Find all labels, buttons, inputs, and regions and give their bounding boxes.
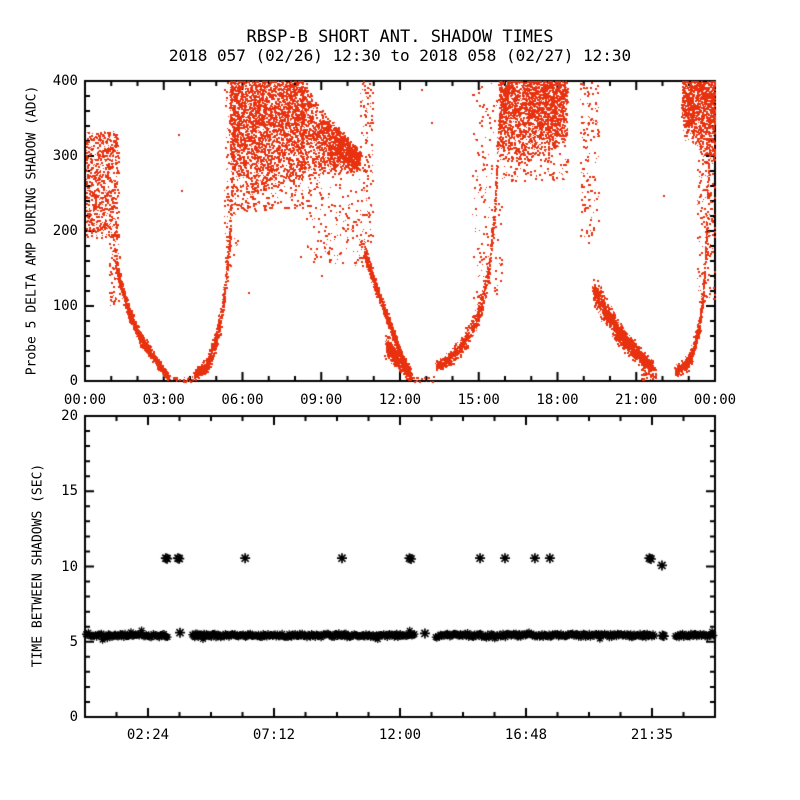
bottom-x-tick-label: 02:24 — [126, 727, 170, 743]
top-y-tick-label: 100 — [52, 298, 78, 314]
top-x-tick-label: 00:00 — [693, 392, 737, 408]
top-x-tick-label: 12:00 — [378, 392, 422, 408]
top-x-tick-label: 00:00 — [63, 392, 107, 408]
top-x-tick-label: 03:00 — [142, 392, 185, 408]
top-x-tick-label: 15:00 — [457, 392, 500, 408]
top-x-tick-label: 06:00 — [221, 392, 264, 408]
bottom-x-tick-label: 12:00 — [378, 727, 422, 743]
bottom-y-tick-label: 15 — [61, 483, 78, 500]
top-y-tick-label: 400 — [52, 73, 78, 89]
bottom-x-tick-label: 07:12 — [252, 727, 296, 743]
bottom-x-tick-label: 16:48 — [504, 727, 548, 743]
bottom-y-tick-label: 5 — [69, 633, 78, 650]
top-x-tick-label: 09:00 — [300, 392, 343, 408]
chart-subtitle: 2018 057 (02/26) 12:30 to 2018 058 (02/2… — [168, 46, 632, 65]
bottom-y-tick-label: 20 — [61, 408, 78, 424]
top-y-tick-label: 300 — [52, 148, 78, 164]
bottom-y-tick-label: 0 — [69, 709, 78, 725]
chart-title: RBSP-B SHORT ANT. SHADOW TIMES — [246, 27, 554, 47]
top-y-tick-label: 200 — [52, 223, 78, 239]
top-x-tick-label: 21:00 — [615, 392, 658, 408]
top-y-tick-label: 0 — [69, 373, 78, 389]
bottom-y-tick-label: 10 — [61, 558, 78, 575]
bottom-x-tick-label: 21:35 — [630, 727, 674, 743]
top-x-tick-label: 18:00 — [536, 392, 579, 408]
